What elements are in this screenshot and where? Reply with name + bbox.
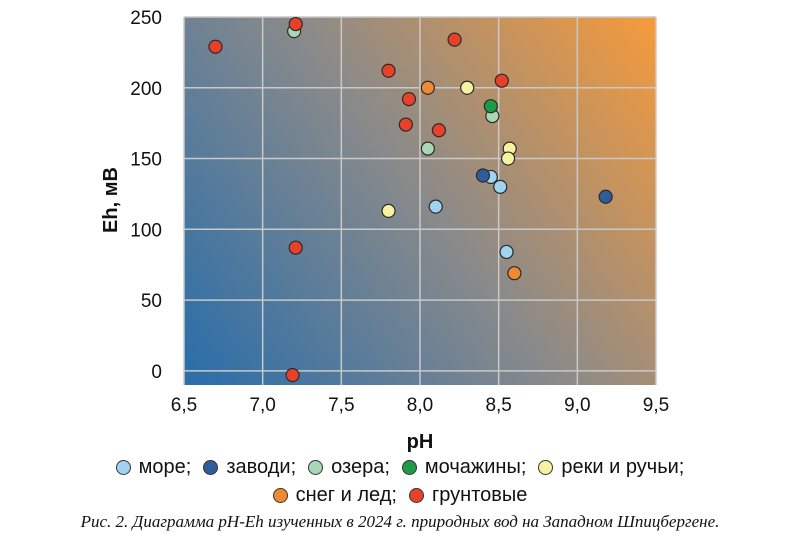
data-point	[494, 73, 509, 88]
y-tick-label: 150	[130, 150, 162, 171]
data-point	[460, 80, 475, 95]
data-point	[428, 199, 443, 214]
legend-item: озера;	[308, 456, 390, 479]
data-point	[288, 240, 303, 255]
legend-label: озера;	[331, 456, 390, 478]
data-point	[420, 141, 435, 156]
data-point	[431, 123, 446, 138]
data-point	[285, 367, 300, 383]
legend-item: снег и лед;	[272, 484, 397, 507]
data-point	[475, 168, 491, 183]
legend-swatch	[115, 460, 131, 475]
y-tick-label: 0	[151, 362, 162, 383]
data-point	[381, 63, 396, 78]
grid-lines	[183, 16, 657, 385]
x-tick-label: 8,0	[407, 395, 433, 416]
data-point	[401, 91, 417, 107]
data-point	[483, 99, 498, 114]
data-point	[381, 203, 396, 219]
x-tick-label: 6,5	[171, 395, 197, 416]
legend-swatch	[408, 488, 424, 503]
x-tick-label: 7,0	[249, 395, 275, 416]
data-point	[447, 32, 462, 47]
x-tick-label: 8,5	[485, 395, 511, 416]
y-axis-title: Eh, мВ	[100, 167, 122, 233]
data-points	[208, 16, 613, 383]
legend-item: заводи;	[203, 456, 296, 479]
x-tick-label: 9,5	[643, 395, 669, 416]
data-point	[499, 244, 514, 260]
legend-label: море;	[138, 456, 192, 478]
y-tick-label: 200	[130, 79, 162, 100]
legend-swatch	[401, 460, 417, 475]
y-tick-label: 250	[130, 8, 162, 29]
x-tick-label: 7,5	[328, 395, 354, 416]
figure-caption: Рис. 2. Диаграмма pH-Eh изученных в 2024…	[80, 512, 720, 531]
legend-item: реки и ручьи;	[538, 456, 684, 479]
data-point	[288, 16, 303, 32]
x-tick-label: 9,0	[564, 395, 590, 416]
legend-item: грунтовые	[408, 484, 528, 507]
legend-label: реки и ручьи;	[561, 456, 685, 478]
ph-eh-chart: 6,5 7,0 7,5 8,0 8,5 9,0 9,5 0 50 100 150 200 250 pH…	[100, 8, 669, 453]
legend-row-2: снег и лед; грунтовые	[0, 484, 800, 507]
legend-item: мочажины;	[401, 456, 527, 479]
x-axis-title: pH	[407, 431, 434, 453]
y-tick-label: 50	[141, 291, 162, 312]
legend-swatch	[538, 460, 554, 475]
data-point	[507, 266, 522, 281]
legend-swatch	[308, 460, 324, 475]
data-point	[208, 39, 223, 54]
data-point	[493, 179, 508, 194]
legend-label: снег и лед;	[295, 484, 397, 506]
legend-swatch	[272, 488, 288, 503]
legend-swatch	[203, 460, 219, 475]
legend-label: заводи;	[226, 456, 297, 478]
y-tick-labels: 0 50 100 150 200 250	[130, 8, 162, 383]
legend-row-1: море; заводи; озера; мочажины; реки и ручьи;	[0, 456, 800, 479]
y-tick-label: 100	[130, 220, 162, 241]
legend-item: море;	[115, 456, 192, 479]
data-point	[398, 117, 413, 132]
data-point	[501, 151, 516, 166]
data-point	[598, 189, 613, 204]
legend-label: грунтовые	[431, 484, 528, 506]
x-tick-labels: 6,5 7,0 7,5 8,0 8,5 9,0 9,5	[171, 395, 669, 416]
legend-label: мочажины;	[424, 456, 527, 478]
data-point	[420, 80, 435, 95]
